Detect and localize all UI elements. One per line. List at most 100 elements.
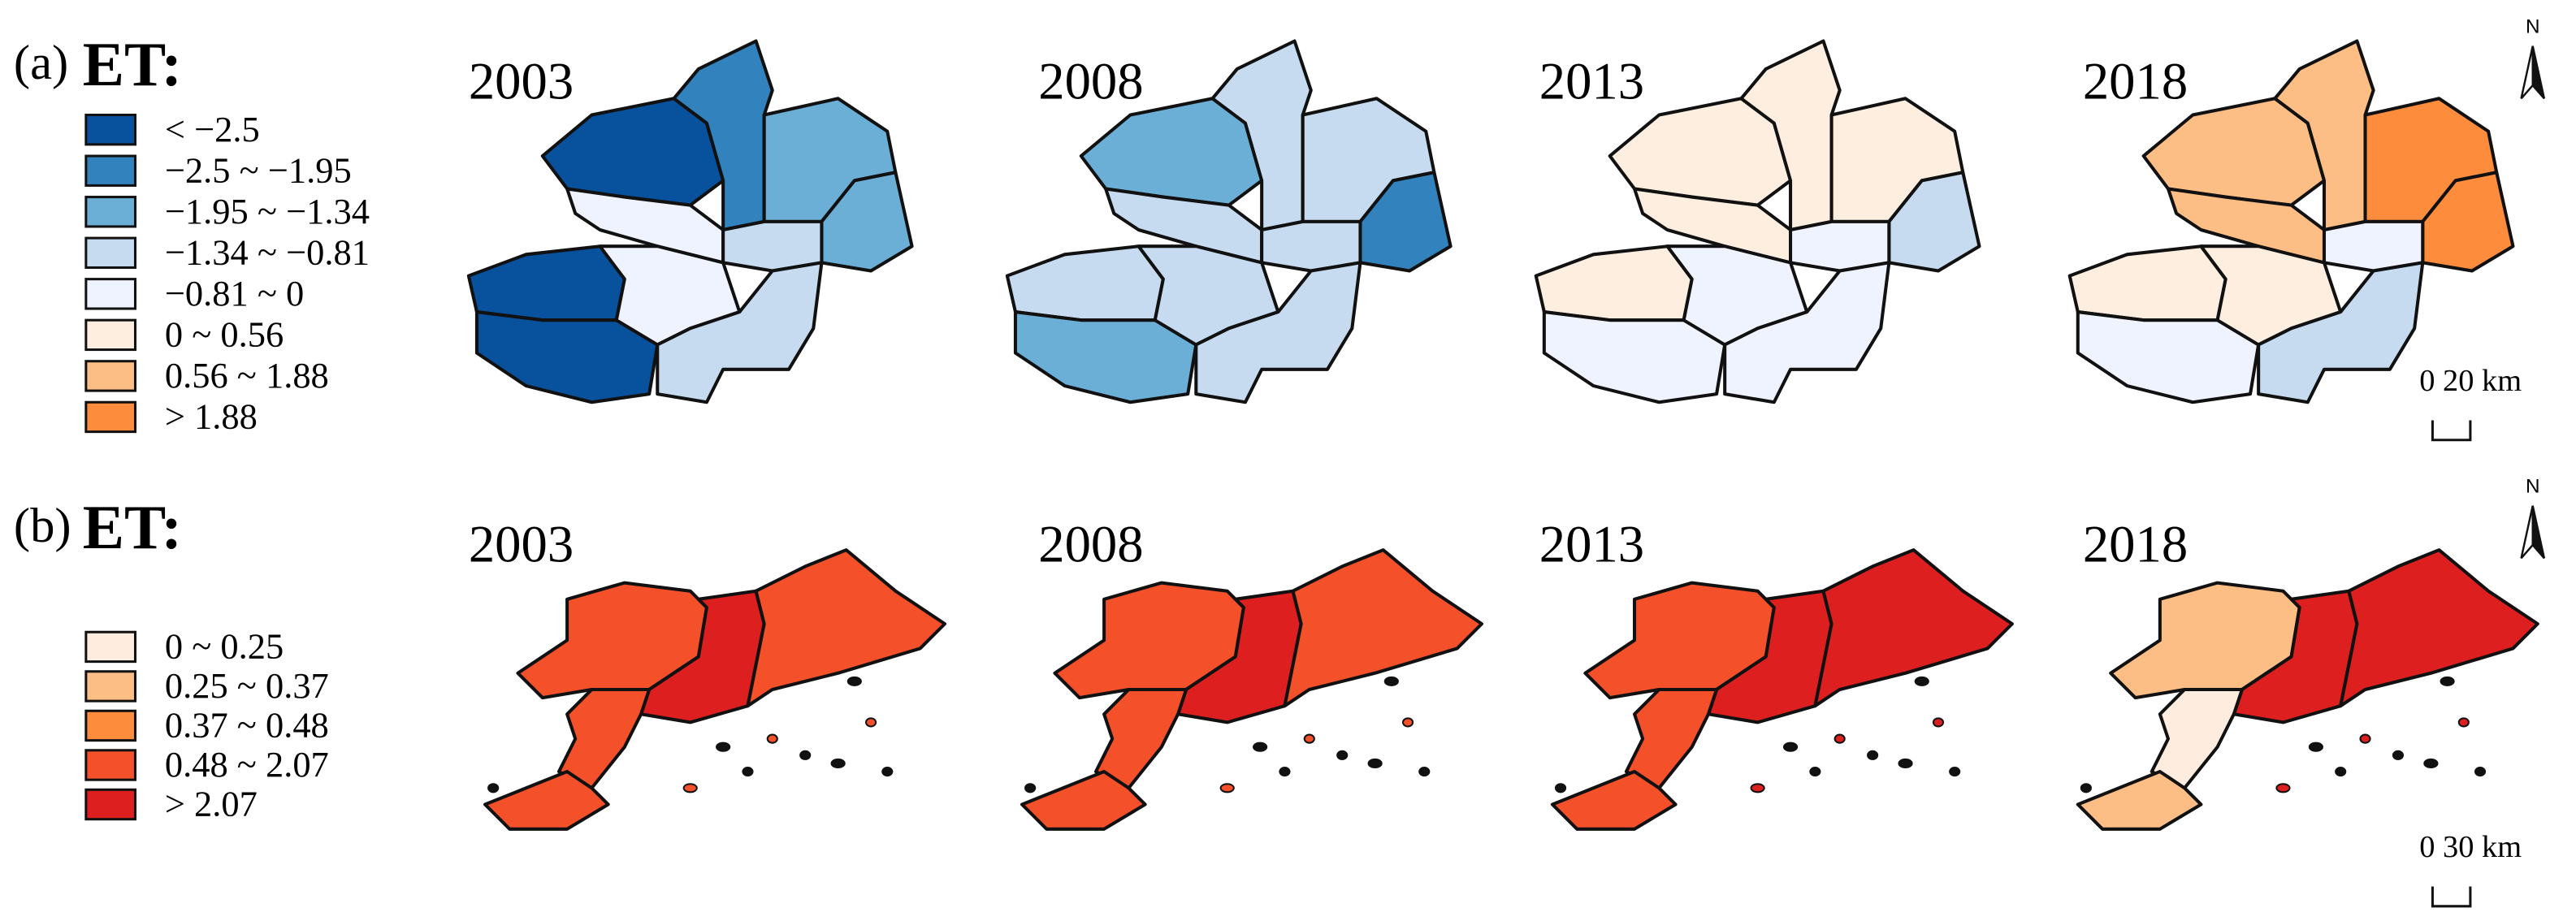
map: [1005, 39, 1453, 404]
map-year: 2013: [1539, 51, 1644, 110]
region: [2076, 310, 2261, 404]
island: [2080, 783, 2092, 793]
island: [864, 717, 877, 728]
island: [1867, 750, 1879, 760]
legend-label: 0.25 ~ 0.37: [165, 665, 329, 706]
legend-label: > 1.88: [165, 396, 258, 437]
north-arrow: [2531, 505, 2546, 560]
island: [1932, 717, 1945, 728]
north-arrow: [2531, 45, 2546, 100]
legend-swatch: [84, 670, 136, 703]
legend-label: 0 ~ 0.56: [165, 314, 284, 355]
island: [1782, 742, 1799, 752]
island: [766, 733, 778, 744]
legend-label: −0.81 ~ 0: [165, 273, 304, 313]
island: [881, 766, 894, 777]
region: [474, 310, 660, 404]
legend-label: > 2.07: [165, 784, 258, 824]
island: [1253, 742, 1268, 752]
legend-label: 0 ~ 0.25: [165, 626, 284, 667]
map-year: 2008: [1038, 51, 1143, 110]
panel-title: ET:: [83, 493, 182, 562]
region: [2067, 244, 2227, 322]
scale-bar: [2431, 886, 2472, 908]
panel-label: (b): [14, 499, 71, 553]
map: [1020, 548, 1484, 831]
map-year: 2018: [2083, 514, 2188, 573]
scale-label: 0 30 km: [2419, 830, 2522, 864]
legend-swatch: [84, 360, 136, 392]
island: [1219, 783, 1235, 793]
legend-swatch: [84, 196, 136, 228]
map: [483, 548, 947, 831]
island: [2474, 766, 2487, 777]
region: [656, 261, 824, 404]
legend-swatch: [84, 113, 136, 146]
map: [1550, 548, 2014, 831]
island: [2308, 742, 2323, 752]
island: [1383, 676, 1399, 686]
legend-swatch: [84, 236, 136, 270]
region: [2339, 548, 2539, 708]
island: [1834, 733, 1846, 744]
legend-swatch: [84, 788, 136, 821]
island: [2359, 733, 2371, 744]
island: [1024, 783, 1037, 793]
legend-label: −2.5 ~ −1.95: [165, 149, 352, 190]
map-year: 2018: [2083, 51, 2188, 110]
region: [2257, 261, 2425, 404]
island: [799, 750, 812, 760]
island: [846, 676, 862, 686]
island: [2335, 766, 2347, 777]
island: [1401, 717, 1414, 728]
map: [2076, 548, 2539, 831]
island: [1554, 783, 1567, 793]
region: [1283, 548, 1484, 708]
legend-label: −1.95 ~ −1.34: [165, 191, 370, 231]
map-year: 2013: [1539, 514, 1644, 573]
north-label: N: [2526, 475, 2540, 497]
island: [2423, 758, 2439, 769]
region: [2076, 770, 2203, 831]
region: [1194, 261, 1362, 404]
island: [1336, 750, 1349, 760]
legend-swatch: [84, 709, 136, 742]
legend-swatch: [84, 749, 136, 781]
island: [2275, 783, 2291, 793]
region: [1550, 770, 1678, 831]
island: [830, 758, 846, 769]
island: [1750, 783, 1765, 793]
map-year: 2008: [1038, 514, 1143, 573]
region: [483, 770, 610, 831]
map: [1534, 39, 1981, 404]
map-year: 2003: [469, 51, 574, 110]
island: [2392, 750, 2405, 760]
region: [1020, 770, 1147, 831]
island: [1898, 758, 1913, 769]
map: [2067, 39, 2515, 404]
north-arrow: [2520, 45, 2534, 100]
region: [1005, 244, 1165, 322]
region: [466, 244, 626, 322]
legend-label: 0.48 ~ 2.07: [165, 744, 329, 785]
region: [1542, 310, 1727, 404]
panel-title: ET:: [83, 30, 182, 99]
island: [1367, 758, 1383, 769]
scale-bar: [2431, 420, 2472, 442]
island: [1809, 766, 1821, 777]
island: [487, 783, 500, 793]
region: [1534, 244, 1694, 322]
island: [1418, 766, 1431, 777]
legend-label: < −2.5: [165, 109, 260, 149]
north-label: N: [2526, 15, 2540, 37]
legend-label: 0.37 ~ 0.48: [165, 705, 329, 746]
island: [1279, 766, 1291, 777]
panel-label: (a): [14, 36, 68, 90]
region: [746, 548, 947, 708]
legend-swatch: [84, 318, 136, 352]
map-year: 2003: [469, 514, 574, 573]
region: [1813, 548, 2014, 708]
island: [2457, 717, 2470, 728]
island: [1914, 676, 1929, 686]
